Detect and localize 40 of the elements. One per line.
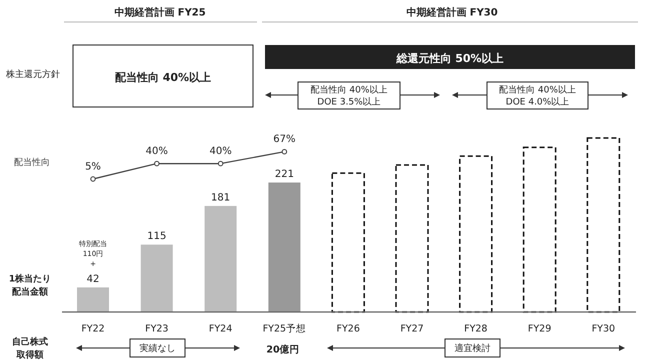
text: 配当性向 40%以上: [310, 84, 388, 96]
bar: [395, 164, 429, 313]
text: 実績なし: [140, 343, 176, 354]
x-tick-label: FY26: [336, 323, 360, 334]
bar: [268, 182, 300, 312]
bar: [331, 172, 365, 313]
bar: [140, 244, 173, 312]
x-tick-label: FY28: [464, 323, 488, 334]
data-label: 40%: [209, 146, 232, 158]
text: DOE 3.5%以上: [317, 98, 381, 108]
text: 中期経営計画 FY25: [114, 6, 206, 18]
data-label: 115: [147, 231, 166, 242]
x-tick-label: FY25予想: [262, 322, 306, 334]
bar: [459, 155, 493, 313]
text: 総還元性向 50%以上: [395, 52, 504, 65]
bar: [204, 206, 237, 312]
data-label: 42: [86, 274, 100, 285]
text: 自己株式取得額: [12, 336, 48, 360]
data-label: 5%: [85, 162, 101, 172]
text: 配当性向 40%以上: [114, 70, 212, 84]
x-tick-label: FY29: [528, 323, 552, 334]
text: 1株当たり配当金額: [8, 274, 52, 298]
bar: [522, 146, 556, 313]
text: 配当性向: [14, 157, 50, 168]
text: 配当性向 40%以上 DOE 4.0%以上: [499, 84, 576, 108]
text: 20億円: [266, 343, 300, 356]
x-tick-label: FY22: [81, 323, 105, 334]
data-label: 181: [211, 192, 230, 204]
bar: [586, 137, 620, 313]
data-label: 40%: [146, 146, 168, 158]
text: 株主還元方針: [5, 69, 60, 80]
x-tick-label: FY23: [145, 323, 168, 334]
x-tick-label: FY24: [208, 323, 232, 334]
text: 中期経営計画 FY30: [406, 6, 498, 18]
text: 適宜検討: [454, 343, 490, 354]
data-label: 221: [274, 169, 294, 180]
bar: [77, 287, 109, 312]
x-tick-label: FY30: [592, 323, 616, 334]
x-tick-label: FY27: [400, 323, 424, 334]
data-label: 67%: [273, 134, 296, 146]
